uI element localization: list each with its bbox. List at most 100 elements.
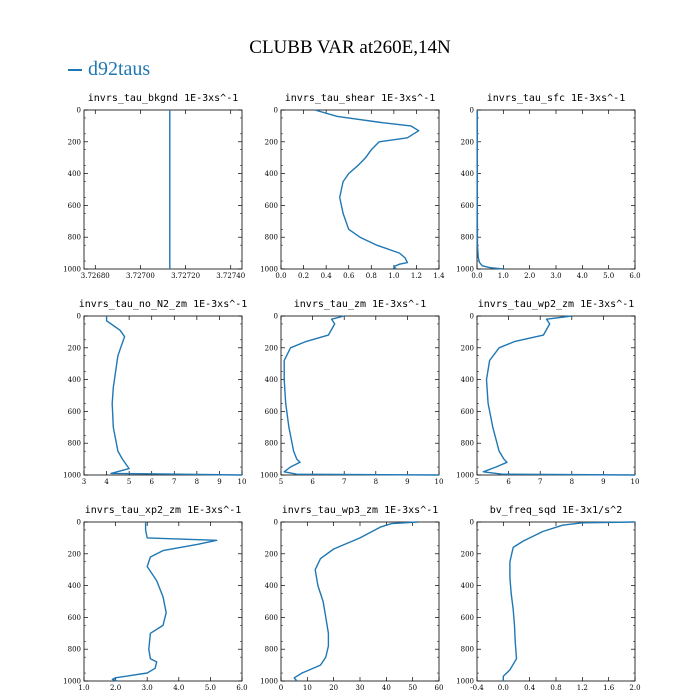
- y-tick-label: 1000: [63, 678, 81, 686]
- x-tick-label: 0.8: [366, 272, 377, 280]
- x-tick-label: 1.0: [78, 684, 89, 692]
- y-tick-label: 1000: [456, 472, 474, 480]
- subplot-title: invrs_tau_sfc 1E-3xs^-1: [487, 93, 625, 104]
- y-tick-label: 600: [265, 614, 278, 622]
- x-tick-label: 3.72740: [216, 272, 245, 280]
- subplot-1: invrs_tau_bkgnd 1E-3xs^-1 3.72680 3.72700 3…: [63, 93, 245, 280]
- y-tick-label: 0: [470, 313, 474, 321]
- x-tick-label: 50: [408, 684, 417, 692]
- y-tick-label: 200: [461, 550, 474, 558]
- y-tick-label: 600: [461, 202, 474, 210]
- x-tick-label: 0.4: [321, 272, 333, 280]
- x-tick-label: 3.72700: [126, 272, 155, 280]
- y-tick-label: 400: [68, 582, 81, 590]
- y-tick-label: 400: [265, 170, 278, 178]
- x-tick-label: 0.4: [524, 684, 536, 692]
- y-tick-label: 400: [68, 376, 81, 384]
- plot-frame: [83, 315, 243, 476]
- y-tick-label: 200: [68, 138, 81, 146]
- series-line-1: [283, 315, 440, 476]
- series-line-1: [502, 521, 636, 681]
- y-tick-label: 800: [461, 646, 474, 654]
- series-line-1: [476, 110, 504, 270]
- x-tick-label: 8: [374, 478, 378, 486]
- x-tick-label: 40: [382, 684, 391, 692]
- y-tick-label: 1000: [260, 472, 278, 480]
- y-tick-label: 0: [77, 107, 81, 115]
- y-tick-label: 600: [68, 202, 81, 210]
- subplot-title: invrs_tau_bkgnd 1E-3xs^-1: [88, 93, 239, 104]
- x-tick-label: 20: [329, 684, 338, 692]
- x-tick-label: 2.0: [524, 272, 535, 280]
- legend-label: d92taus: [88, 58, 151, 80]
- y-tick-label: 800: [68, 234, 81, 242]
- subplot-8: invrs_tau_wp3_zm 1E-3xs^-10 10 20 30 40 50 600…: [260, 505, 443, 692]
- y-tick-label: 800: [68, 440, 81, 448]
- subplot-6: invrs_tau_wp2_zm 1E-3xs^-1 5 6 7 8 9 10 0 200 400…: [456, 299, 639, 486]
- y-tick-label: 800: [265, 646, 278, 654]
- subplot-4: invrs_tau_no_N2_zm 1E-3xs^-1 3 4 5 6 7 8 9 10 0 20…: [63, 299, 247, 486]
- x-tick-label: 1.2: [411, 272, 422, 280]
- x-tick-label: 30: [356, 684, 365, 692]
- y-tick-label: 400: [461, 170, 474, 178]
- x-tick-label: 2.0: [629, 684, 640, 692]
- subplot-title: invrs_tau_wp2_zm 1E-3xs^-1: [478, 299, 635, 310]
- x-tick-label: 3.72720: [171, 272, 200, 280]
- x-tick-label: 9: [217, 478, 221, 486]
- series-line-1: [111, 522, 218, 682]
- x-tick-label: 3: [82, 478, 86, 486]
- x-tick-label: 4.0: [577, 272, 588, 280]
- x-tick-label: 1.6: [603, 684, 615, 692]
- series-line-1: [314, 109, 420, 270]
- x-tick-label: 1.2: [577, 684, 588, 692]
- x-tick-label: 4: [104, 478, 109, 486]
- y-tick-label: 200: [68, 344, 81, 352]
- x-tick-label: 5: [475, 478, 479, 486]
- plot-frame: [280, 109, 440, 270]
- x-tick-label: 9: [601, 478, 605, 486]
- x-tick-label: 0.0: [471, 272, 482, 280]
- legend-swatch: [68, 68, 82, 71]
- y-tick-label: 400: [265, 582, 278, 590]
- x-tick-label: 0.8: [550, 684, 561, 692]
- x-tick-label: 60: [435, 684, 444, 692]
- y-tick-label: 0: [274, 519, 278, 527]
- x-tick-label: 6.0: [629, 272, 640, 280]
- y-tick-label: 0: [274, 313, 278, 321]
- series-line-1: [293, 521, 418, 682]
- x-tick-label: 2.0: [110, 684, 121, 692]
- subplot-title: invrs_tau_wp3_zm 1E-3xs^-1: [282, 505, 439, 516]
- y-tick-label: 0: [77, 519, 81, 527]
- y-tick-label: 1000: [456, 266, 474, 274]
- y-tick-label: 600: [461, 614, 474, 622]
- x-tick-label: 8: [195, 478, 199, 486]
- y-tick-label: 0: [77, 313, 81, 321]
- y-tick-label: 1000: [63, 472, 81, 480]
- y-tick-label: 1000: [260, 678, 278, 686]
- x-tick-label: 1.0: [388, 272, 399, 280]
- y-tick-label: 800: [68, 646, 81, 654]
- x-tick-label: 7: [538, 478, 542, 486]
- series-line-1: [105, 316, 243, 476]
- x-tick-label: 4.0: [173, 684, 184, 692]
- x-tick-label: 5: [279, 478, 283, 486]
- y-tick-label: 800: [461, 234, 474, 242]
- plot-frame: [476, 315, 636, 476]
- x-tick-label: 6.0: [236, 684, 247, 692]
- y-tick-label: 600: [265, 202, 278, 210]
- plot-frame: [476, 109, 636, 270]
- x-tick-label: 0.0: [498, 684, 509, 692]
- y-tick-label: 400: [68, 170, 81, 178]
- subplot-3: invrs_tau_sfc 1E-3xs^-1 0.0 1.0 2.0 3.0 4.0 5.…: [456, 93, 640, 280]
- x-tick-label: 10: [631, 478, 640, 486]
- y-tick-label: 600: [68, 614, 81, 622]
- y-tick-label: 200: [265, 344, 278, 352]
- plot-frame: [476, 521, 636, 682]
- y-tick-label: 200: [68, 550, 81, 558]
- y-tick-label: 0: [470, 519, 474, 527]
- y-tick-label: 1000: [456, 678, 474, 686]
- x-tick-label: 10: [435, 478, 444, 486]
- y-tick-label: 600: [461, 408, 474, 416]
- y-tick-label: 1000: [260, 266, 278, 274]
